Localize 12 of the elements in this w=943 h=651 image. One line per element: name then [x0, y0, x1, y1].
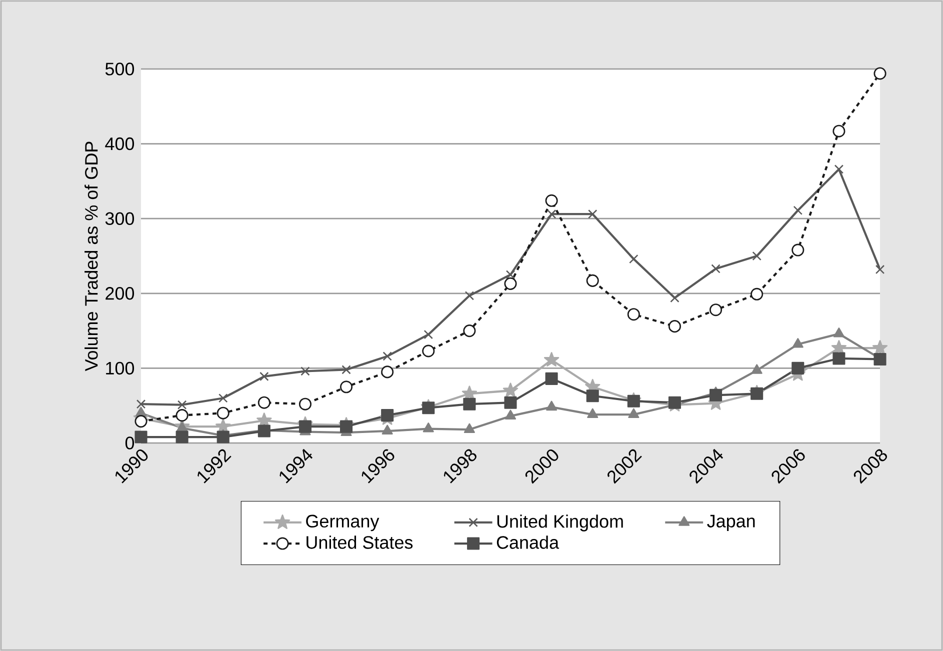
legend-label: United States — [306, 536, 413, 549]
y-tick-label: 400 — [105, 137, 134, 150]
legend-label: United Kingdom — [497, 514, 623, 532]
y-tick-label: 300 — [105, 212, 134, 225]
y-tick-label: 100 — [106, 362, 134, 375]
legend-label: Canada — [496, 536, 560, 549]
y-axis-title: Volume Traded as % of GDP — [84, 142, 98, 372]
legend-label: Japan — [707, 514, 755, 532]
y-tick-label: 200 — [106, 287, 134, 300]
y-tick-label: 500 — [105, 62, 134, 76]
y-tick-label: 0 — [125, 436, 134, 450]
legend-label: Germany — [306, 514, 380, 532]
